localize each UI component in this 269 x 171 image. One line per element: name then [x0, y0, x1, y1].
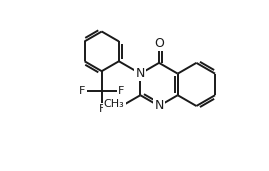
Text: N: N	[136, 67, 145, 80]
Text: F: F	[118, 86, 124, 96]
Text: F: F	[98, 104, 105, 114]
Text: F: F	[79, 86, 86, 96]
Text: N: N	[154, 100, 164, 113]
Text: O: O	[154, 37, 164, 50]
Text: CH₃: CH₃	[104, 99, 125, 109]
